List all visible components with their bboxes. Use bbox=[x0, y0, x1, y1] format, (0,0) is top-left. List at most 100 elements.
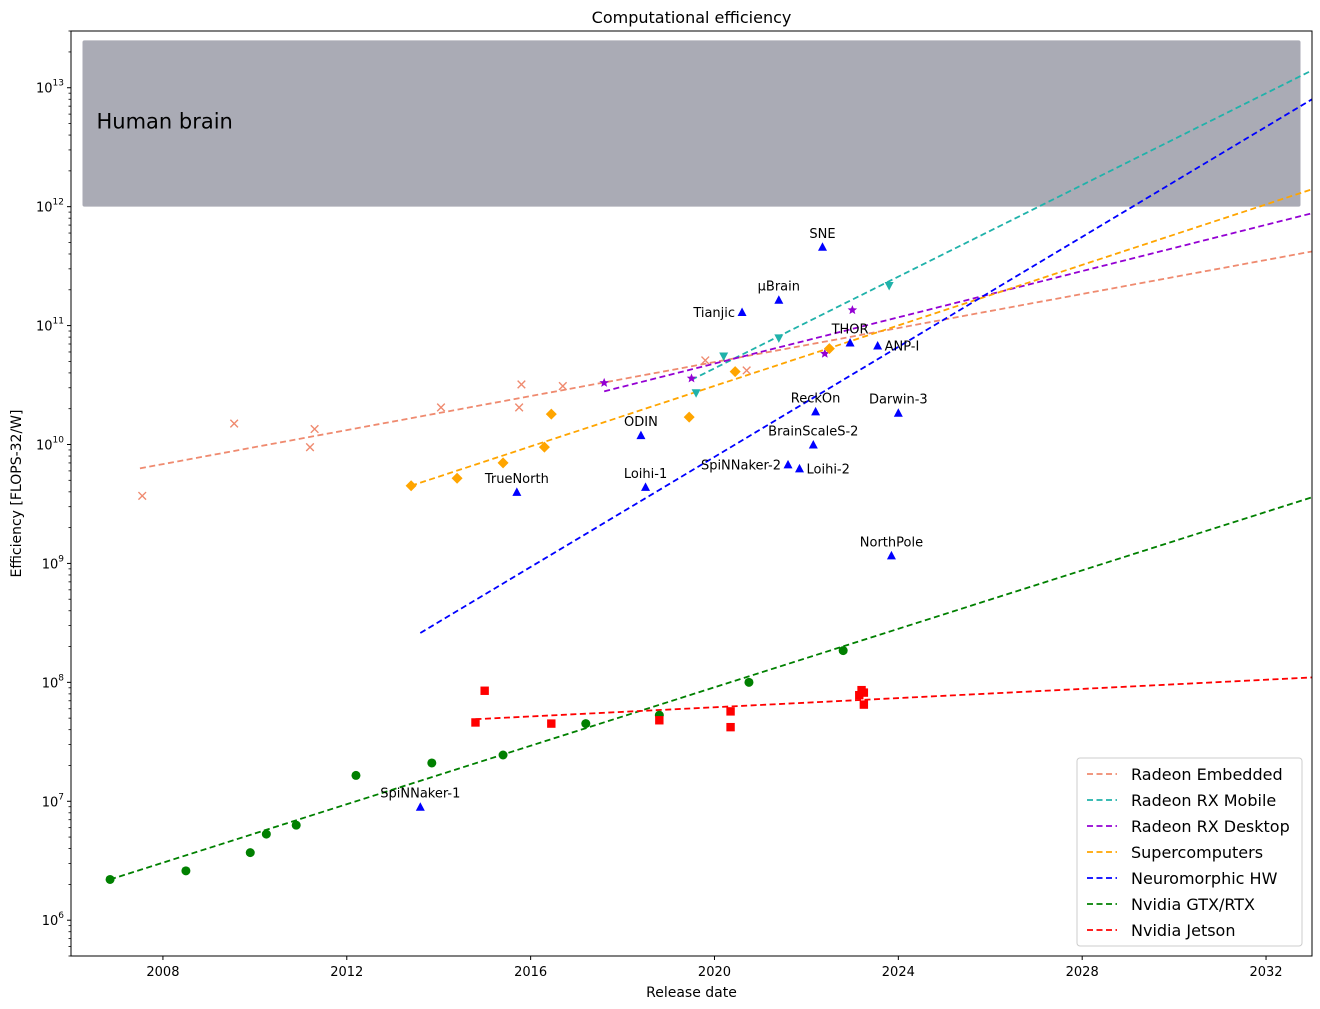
annotation-thor: THOR bbox=[831, 323, 869, 338]
point-nvidia-jetson-2 bbox=[547, 719, 556, 728]
legend: Radeon Embedded Radeon RX Mobile Radeon RX… bbox=[1076, 757, 1303, 947]
point-neuromorphic-hw-5 bbox=[774, 295, 784, 304]
point-neuromorphic-hw-7 bbox=[795, 463, 805, 473]
point-nvidia-gtx-rtx-5 bbox=[351, 770, 361, 780]
trend-lines bbox=[109, 69, 1312, 881]
point-supercomputers-1 bbox=[451, 472, 463, 484]
point-nvidia-gtx-rtx-4 bbox=[291, 820, 301, 830]
point-supercomputers-0 bbox=[405, 480, 417, 492]
y-tick-label-7: 107 bbox=[42, 792, 64, 810]
legend-label-nvidia-gtx-rtx: Nvidia GTX/RTX bbox=[1131, 895, 1255, 914]
point-radeon-rx-mobile-2 bbox=[774, 334, 784, 343]
point-radeon-embedded-6 bbox=[517, 380, 526, 389]
y-tick-label-13: 1013 bbox=[36, 79, 64, 97]
trend-line-radeon-embedded bbox=[139, 250, 1312, 470]
x-tick-label-2028: 2028 bbox=[1066, 965, 1099, 980]
point-nvidia-gtx-rtx-10 bbox=[744, 677, 754, 687]
point-radeon-rx-desktop-0 bbox=[599, 377, 609, 387]
x-tick-label-2016: 2016 bbox=[514, 965, 547, 980]
human-brain-label: Human brain bbox=[96, 109, 232, 133]
trend-line-neuromorphic-hw bbox=[419, 98, 1312, 634]
annotation-sne: SNE bbox=[809, 227, 835, 242]
point-neuromorphic-hw-3 bbox=[641, 482, 651, 491]
trend-line-nvidia-jetson bbox=[475, 676, 1312, 721]
point-nvidia-gtx-rtx-2 bbox=[245, 848, 255, 858]
legend-label-supercomputers: Supercomputers bbox=[1131, 843, 1263, 862]
human-brain-region bbox=[82, 40, 1301, 207]
y-tick-label-11: 1011 bbox=[36, 317, 64, 335]
point-neuromorphic-hw-13 bbox=[886, 550, 896, 560]
legend-label-radeon-embedded: Radeon Embedded bbox=[1131, 765, 1283, 784]
human-brain-region-layer: Human brain bbox=[82, 40, 1301, 207]
point-neuromorphic-hw-8 bbox=[808, 440, 818, 449]
point-nvidia-gtx-rtx-11 bbox=[838, 646, 848, 656]
x-tick-label-2008: 2008 bbox=[146, 965, 179, 980]
point-supercomputers-4 bbox=[545, 408, 557, 420]
point-radeon-embedded-7 bbox=[558, 381, 568, 391]
point-nvidia-gtx-rtx-8 bbox=[581, 719, 591, 729]
point-neuromorphic-hw-10 bbox=[817, 242, 827, 251]
point-neuromorphic-hw-11 bbox=[845, 338, 855, 347]
point-radeon-embedded-8 bbox=[700, 356, 710, 365]
trend-line-radeon-rx-mobile bbox=[691, 69, 1312, 381]
point-nvidia-jetson-3 bbox=[655, 716, 664, 725]
point-neuromorphic-hw-0 bbox=[415, 802, 425, 811]
y-axis-label: Efficiency [FLOPS-32/W] bbox=[9, 410, 25, 578]
x-tick-label-2032: 2032 bbox=[1249, 965, 1282, 980]
x-axis-label: Release date bbox=[646, 985, 737, 1001]
y-tick-label-10: 1010 bbox=[36, 436, 64, 454]
x-tick-label-2024: 2024 bbox=[882, 965, 915, 980]
point-nvidia-gtx-rtx-6 bbox=[427, 758, 437, 768]
annotation-reckon: ReckOn bbox=[791, 391, 841, 406]
y-tick-label-9: 109 bbox=[42, 554, 65, 572]
annotation-spinnaker-1: SpiNNaker-1 bbox=[380, 787, 460, 802]
legend-label-nvidia-jetson: Nvidia Jetson bbox=[1131, 921, 1235, 940]
point-neuromorphic-hw-4 bbox=[737, 307, 747, 317]
annotation-anp-i: ANP-I bbox=[885, 340, 920, 355]
point-nvidia-jetson-1 bbox=[480, 686, 489, 695]
point-supercomputers-3 bbox=[538, 441, 550, 453]
annotation-brainscales-2: BrainScaleS-2 bbox=[768, 425, 858, 440]
point-neuromorphic-hw-9 bbox=[811, 406, 821, 416]
point-radeon-rx-mobile-1 bbox=[719, 352, 729, 361]
point-nvidia-gtx-rtx-0 bbox=[105, 874, 115, 884]
point-nvidia-jetson-4 bbox=[726, 707, 735, 716]
annotation-brain: μBrain bbox=[758, 280, 800, 295]
point-radeon-embedded-2 bbox=[305, 442, 315, 452]
annotation-loihi-2: Loihi-2 bbox=[807, 462, 850, 477]
point-neuromorphic-hw-2 bbox=[636, 430, 646, 440]
point-nvidia-jetson-0 bbox=[471, 718, 480, 727]
annotation-darwin-3: Darwin-3 bbox=[869, 393, 928, 408]
point-nvidia-gtx-rtx-1 bbox=[181, 866, 191, 876]
annotation-northpole: NorthPole bbox=[860, 535, 923, 550]
point-nvidia-jetson-8 bbox=[859, 688, 869, 697]
annotation-odin: ODIN bbox=[624, 415, 658, 430]
point-supercomputers-6 bbox=[729, 366, 741, 378]
annotation-loihi-1: Loihi-1 bbox=[624, 467, 667, 482]
point-radeon-embedded-9 bbox=[742, 366, 751, 375]
point-radeon-embedded-0 bbox=[137, 491, 147, 501]
point-radeon-rx-mobile-0 bbox=[691, 389, 701, 398]
point-nvidia-gtx-rtx-7 bbox=[498, 750, 508, 760]
x-axis: 2008 2012 2016 2020 2024 2028 2032 bbox=[146, 956, 1283, 980]
annotation-tianjic: Tianjic bbox=[692, 306, 735, 321]
y-tick-label-6: 106 bbox=[42, 911, 65, 929]
plot-frame bbox=[70, 30, 1313, 957]
point-supercomputers-5 bbox=[683, 411, 695, 423]
point-nvidia-gtx-rtx-3 bbox=[261, 829, 271, 839]
legend-box bbox=[1076, 757, 1303, 947]
point-neuromorphic-hw-1 bbox=[512, 487, 522, 496]
point-nvidia-jetson-5 bbox=[726, 722, 735, 732]
point-nvidia-jetson-9 bbox=[859, 700, 869, 709]
x-tick-label-2012: 2012 bbox=[330, 965, 363, 980]
point-neuromorphic-hw-12 bbox=[873, 341, 883, 350]
y-tick-label-12: 1012 bbox=[36, 198, 64, 216]
point-radeon-embedded-4 bbox=[436, 403, 446, 412]
point-radeon-rx-desktop-3 bbox=[847, 305, 858, 315]
chart-title: Computational efficiency bbox=[592, 8, 792, 27]
point-neuromorphic-hw-14 bbox=[893, 408, 903, 417]
y-tick-label-8: 108 bbox=[42, 673, 65, 691]
annotation-spinnaker-2: SpiNNaker-2 bbox=[701, 458, 781, 473]
point-radeon-embedded-1 bbox=[229, 419, 239, 428]
annotations: SpiNNaker-1 TrueNorth ODIN Loihi-1 Tianjic μB… bbox=[380, 227, 927, 802]
